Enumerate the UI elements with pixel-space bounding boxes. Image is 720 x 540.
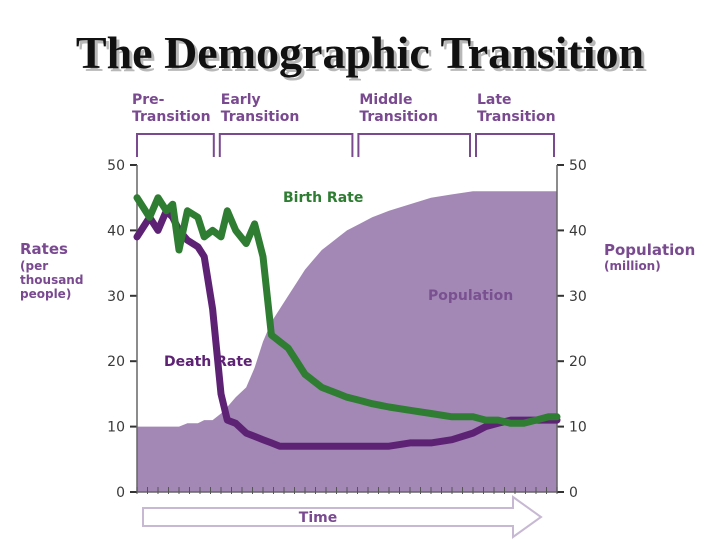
phase-bracket [357,133,471,157]
phase-label: Transition [477,109,556,125]
phase-label: Transition [359,109,438,125]
left-tick-label: 0 [116,485,125,501]
right-axis-title: Population [604,241,695,259]
birth-rate-line [133,194,561,427]
phase-bracket [475,133,555,157]
population-label: Population [428,288,513,304]
left-tick-label: 30 [107,289,125,305]
phase-label: Pre- [132,92,165,108]
time-label: Time [299,510,337,526]
right-tick-label: 40 [569,223,587,239]
left-axis-subtitle: thousand [20,273,83,287]
right-tick-label: 20 [569,354,587,370]
death-rate-label: Death Rate [164,354,253,370]
left-axis-title: Rates [20,240,68,258]
phase-label: Middle [359,92,412,108]
right-axis-subtitle: (million) [604,259,661,273]
phase-bracket [218,133,354,157]
left-axis-subtitle: people) [20,287,71,301]
left-tick-label: 10 [107,420,125,436]
phase-label: Early [221,92,261,108]
right-tick-label: 0 [569,485,578,501]
left-axis-subtitle: (per [20,259,48,273]
phase-label: Late [477,92,512,108]
right-tick-label: 10 [569,420,587,436]
left-tick-label: 40 [107,223,125,239]
phase-label: Transition [132,109,211,125]
left-tick-label: 50 [107,158,125,174]
right-tick-label: 30 [569,289,587,305]
left-tick-label: 20 [107,354,125,370]
right-tick-label: 50 [569,158,587,174]
demographic-transition-chart: Pre-TransitionEarlyTransitionMiddleTrans… [20,92,695,539]
phase-label: Transition [221,109,300,125]
slide-title: The Demographic Transition [75,27,645,78]
death-rate-line [133,207,561,450]
birth-rate-label: Birth Rate [283,190,363,206]
phase-bracket [136,133,215,157]
time-arrow [142,495,543,539]
